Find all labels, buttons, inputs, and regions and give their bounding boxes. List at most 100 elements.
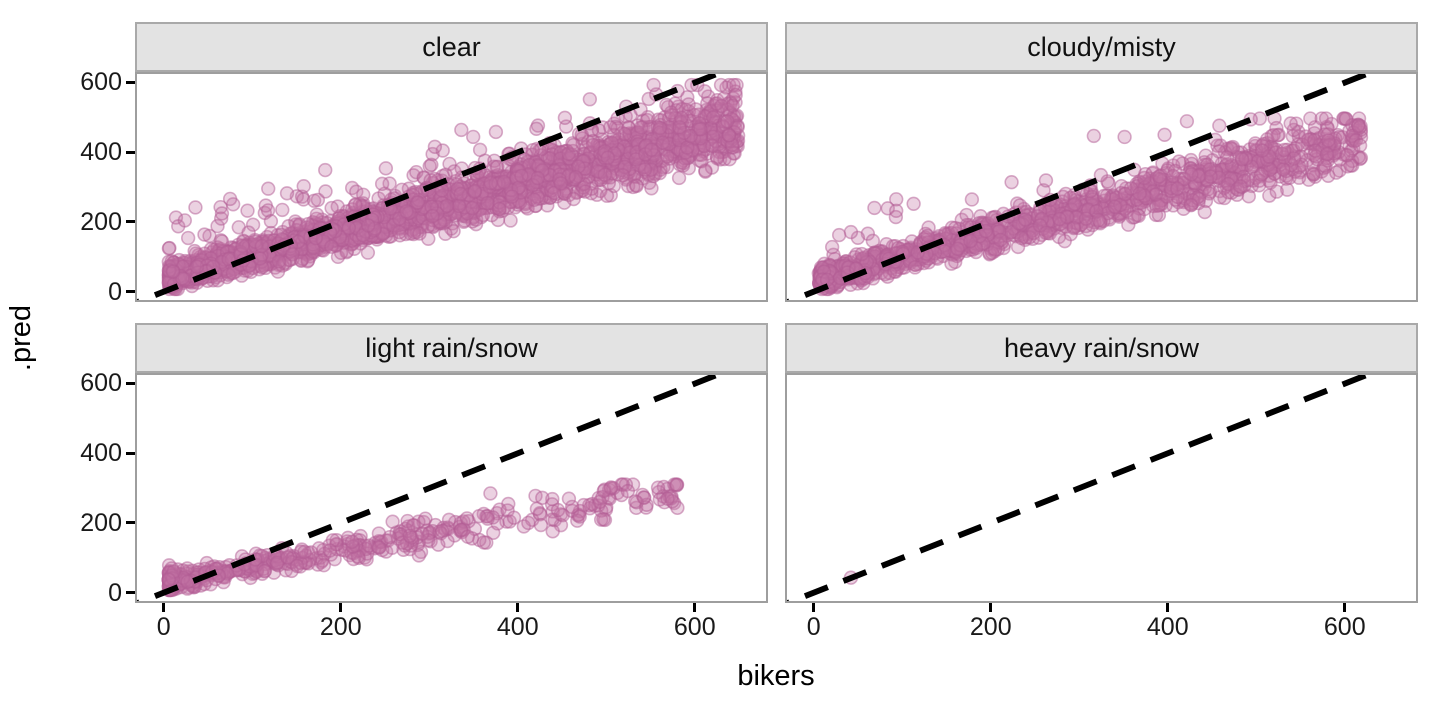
scatter-point: [506, 510, 522, 525]
scatter-point: [318, 162, 333, 178]
x-tick-mark: [693, 603, 697, 612]
scatter-point: [438, 226, 453, 241]
x-tick-mark: [339, 603, 343, 612]
scatter-point: [514, 168, 529, 184]
scatter-point: [644, 142, 659, 157]
x-tick-label: 0: [156, 613, 171, 641]
scatter-point: [1340, 148, 1355, 163]
scatter-point: [471, 509, 487, 524]
scatter-point: [360, 245, 376, 260]
scatter-point: [418, 511, 433, 526]
scatter-point: [865, 233, 881, 249]
scatter-point: [571, 159, 586, 174]
scatter-point: [964, 192, 980, 207]
scatter-point: [285, 247, 300, 262]
scatter-point: [950, 241, 965, 256]
scatter-point: [427, 139, 443, 154]
scatter-point: [425, 208, 440, 224]
scatter-point: [431, 537, 446, 552]
scatter-point: [411, 548, 427, 563]
scatter-point: [566, 137, 581, 153]
scatter-point: [189, 259, 205, 274]
scatter-point: [697, 84, 712, 99]
y-tick-mark: [126, 150, 135, 154]
scatter-point: [261, 181, 276, 196]
scatter-point: [596, 483, 611, 499]
x-tick-label: 600: [673, 613, 716, 641]
scatter-point: [1170, 181, 1185, 196]
scatter-point: [585, 137, 601, 153]
scatter-point: [529, 501, 545, 517]
scatter-point: [843, 224, 859, 240]
scatter-point: [316, 558, 332, 573]
scatter-point: [451, 198, 467, 214]
scatter-point: [254, 238, 270, 254]
scatter-point: [944, 256, 959, 271]
scatter-point: [1157, 127, 1172, 142]
facet-strip-cloudy-misty: cloudy/misty: [785, 22, 1418, 72]
scatter-point: [1276, 162, 1291, 177]
scatter-point: [459, 511, 475, 526]
scatter-point: [297, 544, 312, 560]
scatter-point: [1352, 138, 1368, 153]
scatter-point: [1212, 118, 1227, 133]
scatter-point: [447, 164, 462, 179]
y-tick-mark: [126, 80, 135, 84]
scatter-point: [504, 189, 520, 204]
scatter-point: [728, 87, 743, 103]
scatter-point: [454, 122, 469, 138]
y-tick-mark: [126, 220, 135, 224]
scatter-point: [672, 120, 687, 135]
scatter-point: [476, 535, 492, 550]
y-tick-label: 600: [80, 369, 122, 398]
scatter-point: [688, 102, 704, 117]
scatter-point: [1052, 211, 1067, 227]
scatter-point: [1038, 173, 1054, 188]
scatter-point: [324, 200, 339, 216]
scatter-point: [1018, 212, 1033, 227]
y-tick-label: 400: [80, 439, 122, 468]
scatter-point: [652, 120, 668, 136]
scatter-point: [545, 524, 560, 539]
scatter-point: [322, 543, 338, 558]
scatter-point: [467, 183, 483, 199]
x-tick-mark: [1166, 603, 1170, 612]
scatter-point: [599, 188, 615, 203]
scatter-point: [161, 241, 177, 256]
scatter-point: [492, 201, 507, 217]
scatter-point: [1234, 152, 1250, 167]
scatter-point: [650, 480, 666, 495]
scatter-point: [659, 97, 674, 113]
scatter-point: [566, 191, 581, 207]
scatter-point: [550, 502, 566, 518]
scatter-point: [214, 254, 229, 270]
scatter-point: [1197, 204, 1212, 220]
scatter-point: [280, 550, 295, 565]
scatter-point: [240, 203, 255, 218]
scatter-point: [361, 218, 376, 233]
scatter-point: [713, 77, 729, 93]
scatter-point: [480, 196, 495, 211]
scatter-point: [1283, 116, 1298, 131]
scatter-point: [385, 514, 400, 529]
y-tick-label: 0: [108, 578, 122, 607]
scatter-point: [1004, 175, 1019, 190]
facet-strip-label: clear: [422, 31, 481, 62]
scatter-point: [530, 170, 545, 186]
y-tick-label: 200: [80, 207, 122, 236]
scatter-point: [725, 98, 740, 113]
scatter-point: [557, 110, 573, 125]
scatter-point: [1152, 169, 1167, 184]
scatter-point: [235, 238, 250, 254]
x-tick-mark: [989, 603, 993, 612]
scatter-point: [161, 572, 176, 587]
scatter-point: [399, 204, 414, 219]
scatter-point: [655, 135, 670, 150]
scatter-point: [222, 191, 238, 207]
scatter-point: [180, 230, 196, 246]
scatter-point: [693, 121, 708, 137]
facet-strip-heavy-rain-snow: heavy rain/snow: [785, 323, 1418, 373]
scatter-point: [600, 150, 615, 165]
x-tick-label: 400: [1146, 613, 1189, 641]
y-tick-mark: [126, 290, 135, 294]
